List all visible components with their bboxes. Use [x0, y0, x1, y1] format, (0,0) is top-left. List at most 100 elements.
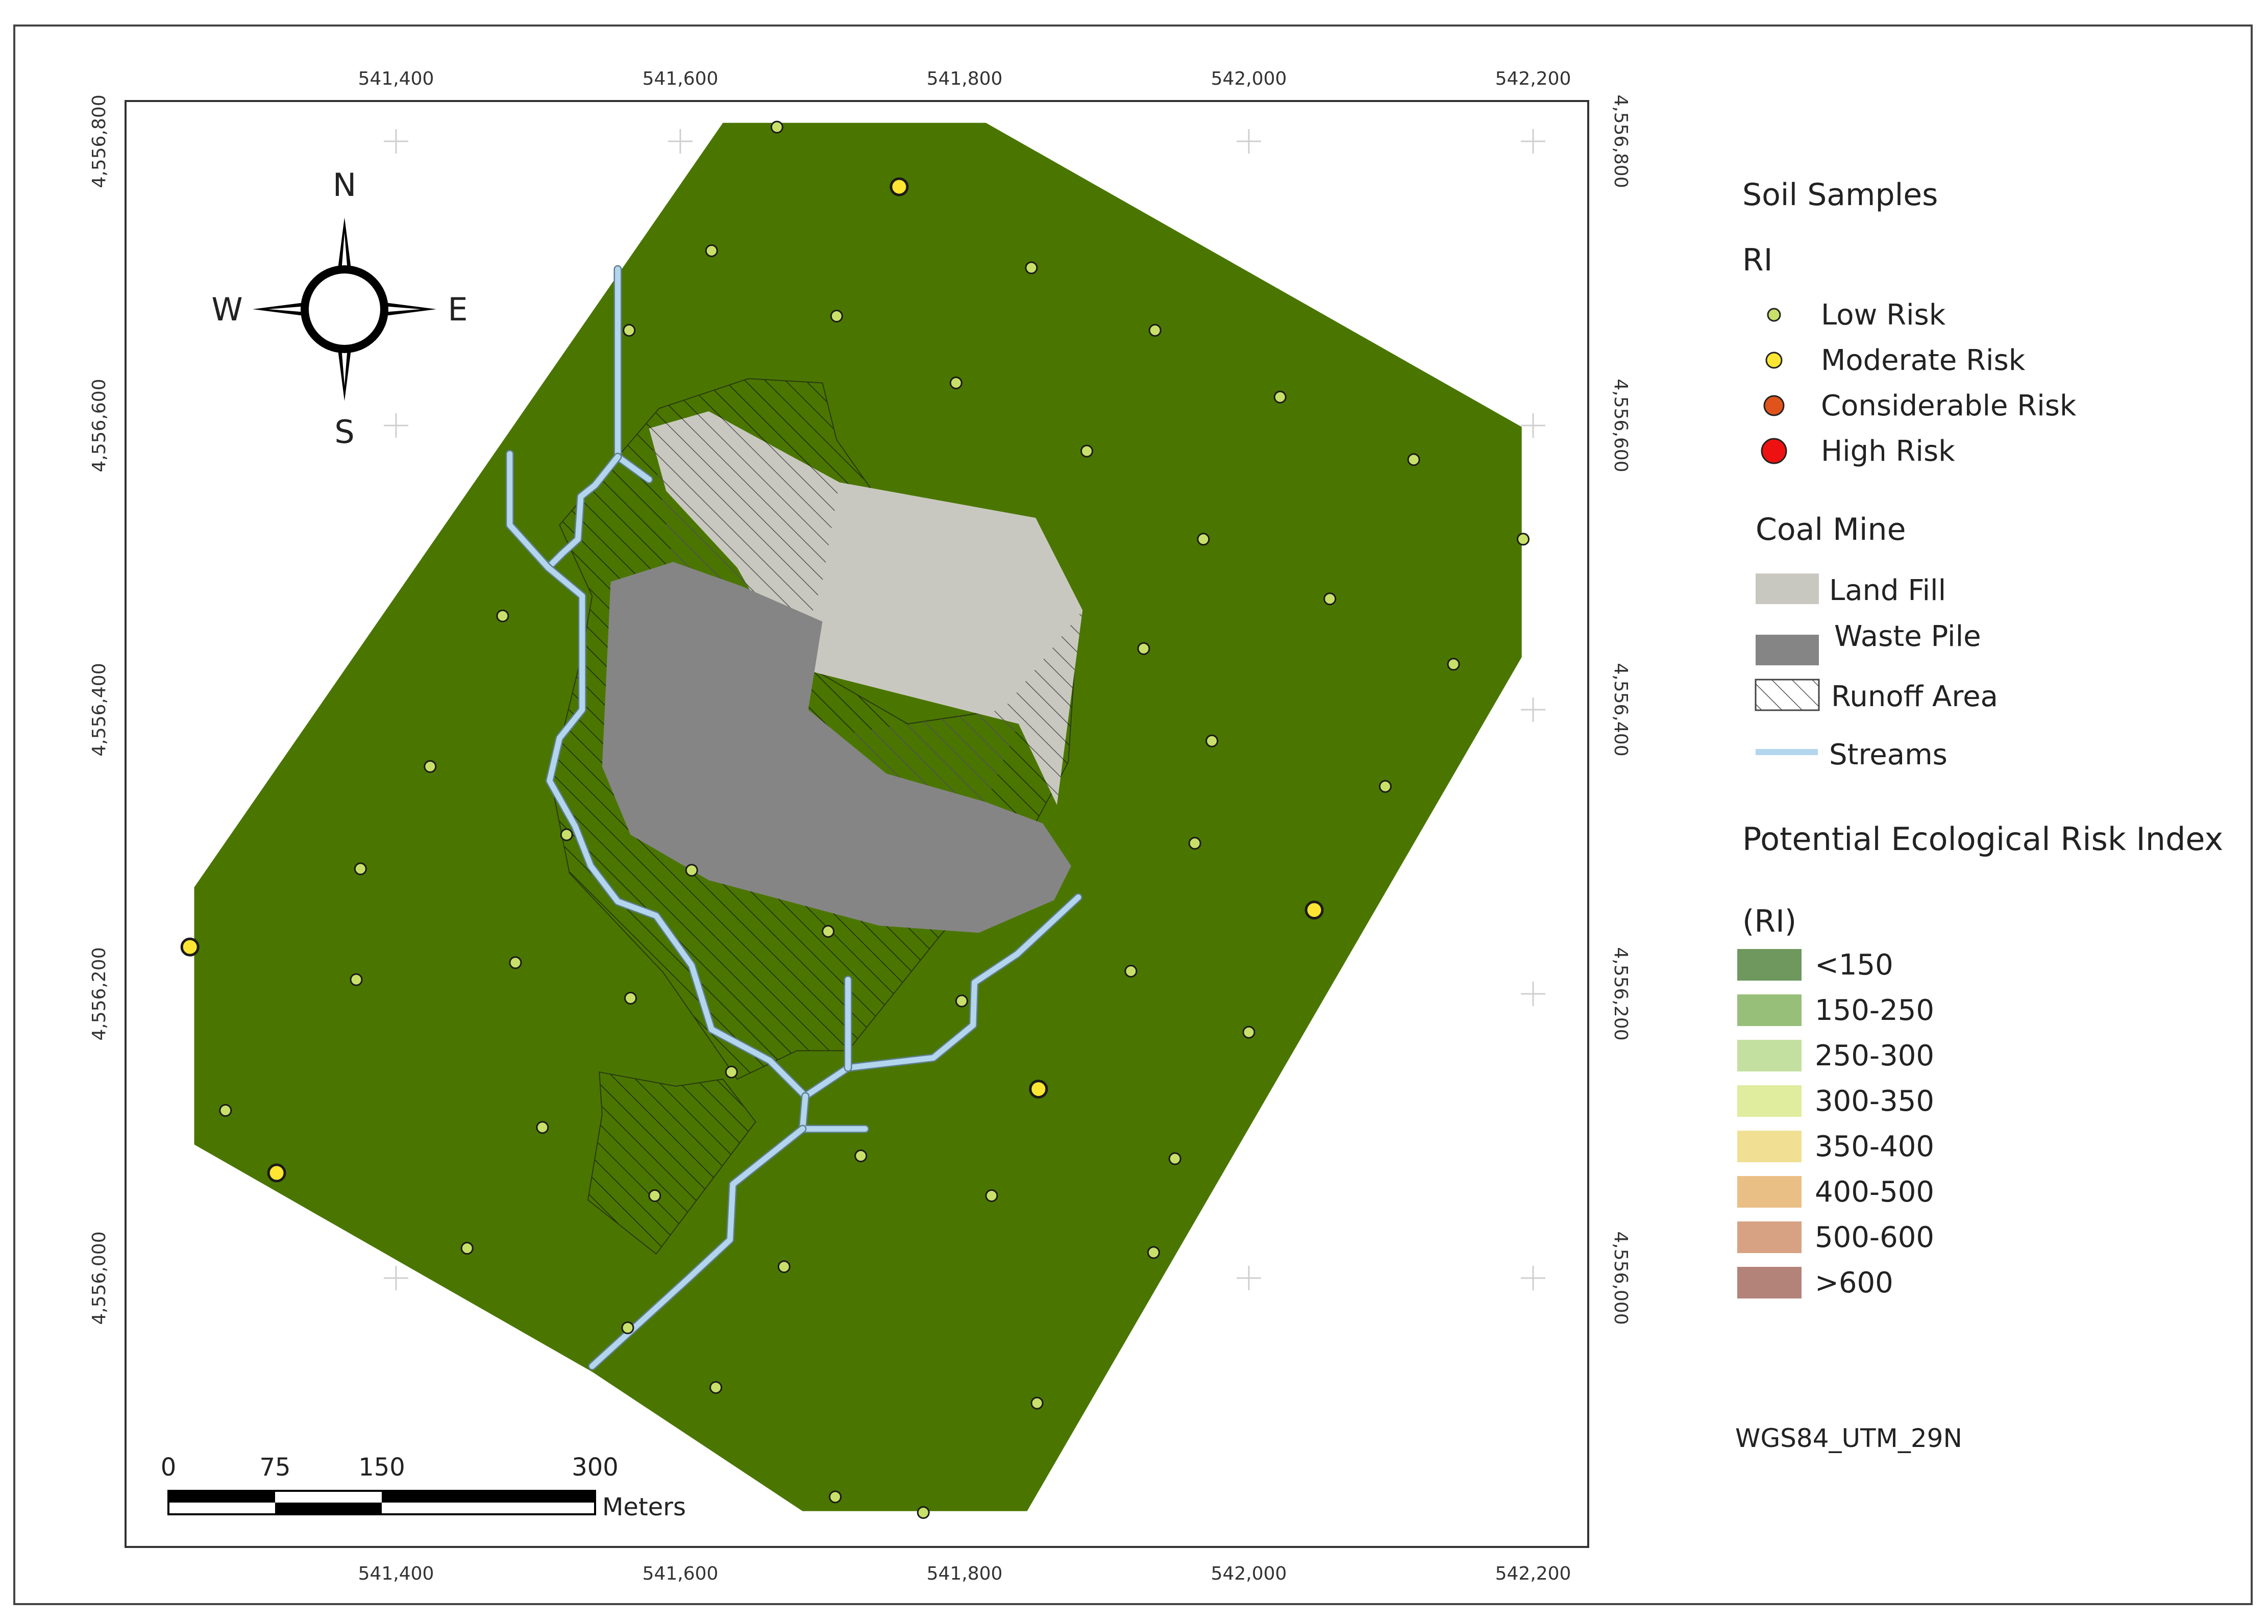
- scale-bar: 0 75 150 300 Meters: [161, 1453, 686, 1521]
- legend-ri-title: RI: [1742, 242, 1772, 278]
- y-tick-label-right: 4,556,600: [1610, 379, 1631, 472]
- runoff-area-on-landfill-east: [822, 610, 1083, 805]
- sample-low-risk: [560, 828, 573, 841]
- sample-low-risk: [536, 1121, 549, 1134]
- legend-rei-swatch: [1737, 1221, 1802, 1253]
- runoff-area-lower: [587, 1071, 756, 1255]
- legend-considerable-risk-label: Considerable Risk: [1821, 389, 2077, 422]
- sample-low-risk: [354, 862, 367, 876]
- scale-label-0: 0: [161, 1453, 177, 1482]
- legend-rei-label: 500-600: [1815, 1221, 1934, 1254]
- sample-moderate-risk: [267, 1163, 286, 1183]
- legend-soil-samples-title: Soil Samples: [1742, 177, 1938, 213]
- sample-low-risk: [1407, 453, 1420, 466]
- sample-low-risk: [424, 760, 437, 773]
- legend-rei-swatch: [1737, 1131, 1802, 1162]
- legend-rei-title: Potential Ecological Risk Index: [1742, 820, 2223, 858]
- sample-low-risk: [685, 864, 698, 877]
- scale-unit: Meters: [602, 1493, 686, 1521]
- legend-considerable-risk-symbol: [1763, 395, 1785, 416]
- legend-rei-subtitle: (RI): [1742, 904, 1796, 939]
- compass-e: E: [448, 291, 467, 328]
- legend-rei-label: 300-350: [1815, 1085, 1934, 1118]
- compass-s: S: [334, 413, 354, 451]
- y-tick-label-left: 4,556,200: [89, 947, 110, 1040]
- sample-low-risk: [854, 1149, 868, 1162]
- legend-rei-label: 350-400: [1815, 1130, 1934, 1163]
- compass-w: W: [211, 291, 242, 328]
- scale-label-150: 150: [358, 1453, 405, 1482]
- sample-low-risk: [1147, 1246, 1160, 1259]
- legend: Soil Samples RI Low Risk Moderate Risk C…: [1735, 177, 2223, 1453]
- sample-low-risk: [949, 376, 963, 389]
- sample-low-risk: [829, 1490, 842, 1504]
- sample-low-risk: [1137, 642, 1150, 655]
- sample-low-risk: [1378, 780, 1392, 793]
- scale-label-300: 300: [572, 1453, 619, 1482]
- legend-rei-swatch: [1737, 1176, 1802, 1208]
- x-tick-label-top: 541,800: [927, 68, 1003, 89]
- x-tick-label-top: 542,200: [1495, 68, 1571, 89]
- sample-low-risk: [1517, 533, 1530, 546]
- y-tick-label-right: 4,556,400: [1610, 663, 1631, 756]
- sample-low-risk: [1197, 533, 1210, 546]
- y-tick-label-left: 4,556,400: [89, 663, 110, 756]
- sample-low-risk: [725, 1065, 738, 1079]
- sample-low-risk: [496, 609, 509, 622]
- legend-rei-classes: <150 150-250 250-300 300-350 350-400 400-500 5…: [1737, 948, 1934, 1300]
- stream-line: [507, 451, 1081, 1099]
- x-tick-label-top: 541,400: [358, 68, 434, 89]
- outer-border: [13, 24, 2253, 1605]
- soil-samples: [180, 120, 1530, 1519]
- sample-low-risk: [830, 310, 843, 323]
- legend-rei-label: >600: [1815, 1266, 1893, 1300]
- legend-runoff-area-swatch: [1755, 679, 1820, 711]
- compass-n: N: [333, 166, 356, 204]
- sample-low-risk: [1025, 261, 1038, 274]
- sample-low-risk: [621, 1321, 634, 1334]
- legend-runoff-area-label: Runoff Area: [1831, 680, 1998, 713]
- legend-low-risk-symbol: [1767, 308, 1781, 322]
- y-tick-labels-left: 4,556,800 4,556,600 4,556,400 4,556,200 4,55…: [89, 94, 110, 1325]
- projection-label: WGS84_UTM_29N: [1735, 1423, 1962, 1453]
- y-tick-label-left: 4,556,000: [89, 1231, 110, 1325]
- sample-low-risk: [1030, 1396, 1044, 1410]
- sample-low-risk: [623, 323, 636, 337]
- legend-low-risk-label: Low Risk: [1821, 298, 1946, 332]
- stream-line: [545, 454, 621, 570]
- legend-waste-pile-swatch: [1756, 635, 1819, 665]
- y-tick-label-right: 4,556,000: [1610, 1231, 1631, 1325]
- sample-low-risk: [1124, 964, 1138, 978]
- legend-land-fill-swatch: [1756, 573, 1819, 604]
- sample-moderate-risk: [1029, 1080, 1048, 1099]
- sample-low-risk: [709, 1381, 723, 1394]
- sample-low-risk: [624, 991, 637, 1005]
- sample-moderate-risk: [890, 177, 909, 196]
- legend-moderate-risk-symbol: [1765, 352, 1783, 369]
- sample-low-risk: [822, 925, 835, 938]
- legend-waste-pile-label: Waste Pile: [1834, 620, 1981, 653]
- sample-low-risk: [955, 994, 968, 1008]
- streams: [505, 265, 1082, 1370]
- y-tick-label-right: 4,556,800: [1610, 94, 1631, 188]
- sample-low-risk: [1242, 1026, 1255, 1039]
- sample-low-risk: [777, 1260, 791, 1273]
- x-tick-labels-bottom: 541,400 541,600 541,800 542,000 542,200: [358, 1563, 1571, 1584]
- y-tick-label-left: 4,556,800: [89, 94, 110, 188]
- sample-low-risk: [1148, 323, 1162, 337]
- sample-low-risk: [1273, 390, 1287, 404]
- y-tick-label-right: 4,556,200: [1610, 947, 1631, 1040]
- sample-low-risk: [917, 1506, 930, 1519]
- legend-land-fill-label: Land Fill: [1829, 574, 1946, 607]
- legend-rei-label: 400-500: [1815, 1176, 1934, 1209]
- sample-low-risk: [770, 120, 783, 134]
- sample-low-risk: [460, 1242, 474, 1255]
- y-tick-labels-right: 4,556,800 4,556,600 4,556,400 4,556,200 4,55…: [1610, 94, 1631, 1325]
- north-arrow-compass-icon: N S E W: [211, 166, 467, 451]
- legend-high-risk-label: High Risk: [1821, 435, 1955, 468]
- x-tick-label-bottom: 541,800: [927, 1563, 1003, 1584]
- sample-low-risk: [985, 1189, 998, 1202]
- y-tick-label-left: 4,556,600: [89, 379, 110, 472]
- sample-low-risk: [705, 244, 718, 257]
